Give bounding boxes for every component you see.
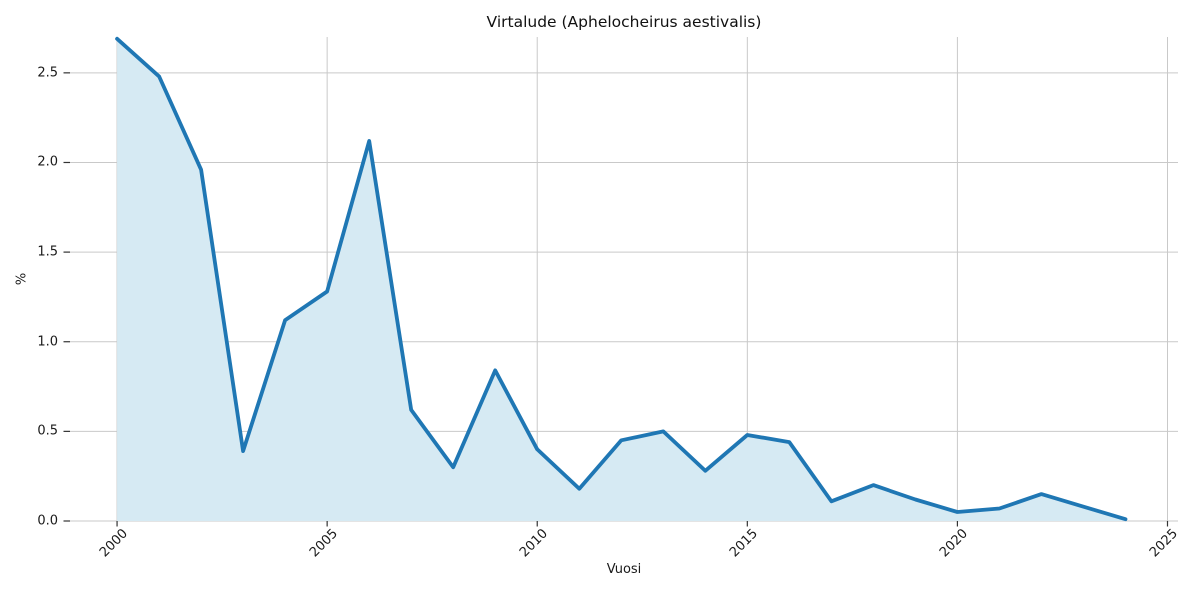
y-tick-label: 2.5 — [37, 65, 58, 81]
y-tick-label: 0.5 — [37, 423, 58, 439]
y-tick-label: 1.0 — [37, 334, 58, 350]
y-tick-label: 1.5 — [37, 244, 58, 260]
x-axis-label: Vuosi — [606, 562, 642, 577]
y-tick-label: 2.0 — [37, 154, 58, 170]
y-axis-label: % — [14, 272, 30, 286]
y-tick-label: 0.0 — [37, 513, 58, 529]
data-line — [115, 36, 1128, 522]
area-fill — [117, 38, 1126, 522]
chart-title: Virtalude (Aphelocheirus aestivalis) — [486, 13, 762, 31]
